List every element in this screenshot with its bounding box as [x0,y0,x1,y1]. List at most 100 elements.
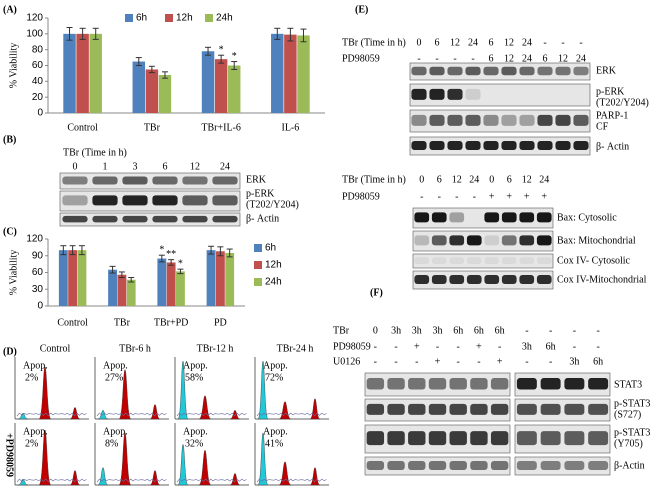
lane-label: 12 [504,37,514,48]
blot-band [212,176,238,185]
blot-strip [364,456,511,476]
blot-band [447,114,463,126]
histogram-outline [16,478,87,483]
apoptosis-value: 2% [25,372,38,383]
error-bar [274,27,281,40]
blot-band [470,378,488,390]
lane-label: - [596,325,599,336]
column-label: TBr-12 h [197,343,234,354]
blot-band [152,176,178,185]
apoptosis-label: Apop. [23,360,48,371]
lane-label: 12 [504,53,514,64]
apoptosis-label: Apop. [23,426,48,437]
lane-label: 24 [468,37,478,48]
blot-band [447,140,463,150]
blot-band [484,235,500,246]
x-tick-label: Control [67,122,98,133]
error-bar [128,277,135,283]
blot-band [501,274,517,284]
lane-label: 1 [103,161,108,172]
lane-label: 6 [489,37,494,48]
lane-label: - [549,356,552,367]
x-tick-label: IL-6 [281,122,299,133]
error-bar [168,259,175,266]
y-tick-label: 80 [32,44,44,55]
blot-strip [514,398,611,422]
lane-label: 12 [558,53,568,64]
bar [297,35,310,113]
blot-band [408,431,426,446]
blot-background [412,253,554,269]
lane-label: 3h [391,325,401,336]
row-label: Bax: Mitochondrial [557,235,636,246]
column-label: TBr-6 h [119,343,151,354]
blot-band [387,431,405,446]
error-bar [177,268,184,275]
blot-band [536,274,552,284]
blot-band [484,257,500,265]
blot-band [573,114,589,126]
apoptosis-value: 32% [185,438,203,449]
lane-label: 6h [453,325,463,336]
blot-band [429,66,445,76]
lane-label: - [394,341,397,352]
blot-background [514,372,611,397]
y-tick-label: 20 [32,92,44,103]
blot-band [466,235,482,246]
blot-band [465,66,481,76]
blot-band [411,114,427,126]
bar [284,34,297,113]
blot-band [490,460,509,470]
blot-band [490,378,509,390]
lane-label: 6h [593,356,603,367]
histogram-peak [97,410,109,420]
histogram-peak [118,369,132,420]
y-axis-label: % Viability [8,43,19,89]
blot-band [536,212,552,223]
lane-label: - [455,191,458,202]
histogram-outline [256,412,327,417]
legend-label: 6h [265,243,276,254]
error-bar [158,254,165,263]
apoptosis-value: 41% [265,438,283,449]
row-label: Bax: Cytosolic [557,212,617,223]
blot-band [490,431,509,446]
blot-band [414,257,430,265]
blot-background [514,398,611,422]
lane-label: + [476,341,482,352]
blot-band [152,215,178,223]
row-label: ERK [246,174,267,185]
lane-label: 6h [546,341,556,352]
error-bar [118,271,125,279]
blot-band [431,235,447,246]
row-label: CF [596,121,609,132]
y-tick-label: 0 [37,301,43,312]
legend-label: 12h [265,260,282,271]
blot-band [122,195,148,206]
blot-band [62,195,88,206]
blot-band [387,378,405,390]
blot-band [212,215,238,223]
blot-strip [412,253,554,269]
histogram-peak [257,432,269,486]
bar [68,250,78,306]
blot-band [519,274,535,284]
blot-band [447,66,463,76]
blot-band [573,89,588,100]
blot-band [483,140,499,150]
blot-band [540,431,561,446]
histogram-outline [256,478,327,483]
lane-label: - [543,37,546,48]
blot-band [555,114,571,126]
lane-label: 12 [190,161,200,172]
lane-label: - [415,356,418,367]
histogram-peak [97,467,109,486]
blot-band [428,378,447,390]
bar [76,33,89,114]
lane-label: - [525,356,528,367]
x-tick-label: Control [57,317,88,328]
row-label: β- Actin [596,141,629,152]
annotation: * [219,45,224,56]
blot-strip [514,372,611,397]
legend-label: 24h [265,277,282,288]
